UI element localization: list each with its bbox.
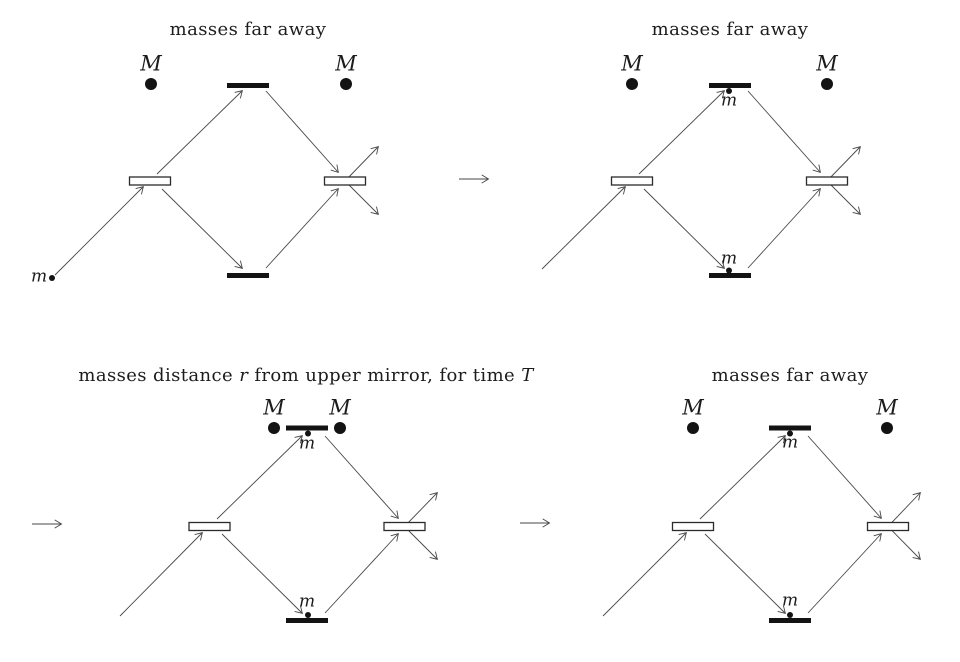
mass-dot-left [145, 78, 157, 90]
mass-dot-right [340, 78, 352, 90]
particle-dot-lower [305, 612, 311, 618]
left-beam-splitter [128, 176, 172, 186]
panel4-title: masses far away [711, 365, 869, 386]
upper-mirror [227, 83, 269, 88]
upper-mirror [286, 425, 328, 431]
mass-dot-left [626, 78, 638, 90]
right-beam-splitter [383, 521, 426, 532]
panel4-mass-right-label: M [876, 395, 898, 420]
left-beam-splitter [610, 176, 654, 186]
left-beam-splitter [188, 521, 231, 532]
beam-lower-mirror-to-right-bs [747, 187, 821, 269]
panel4-lower-particle-label: m [781, 590, 799, 611]
mass-dot-right [821, 78, 833, 90]
output-beam-up [887, 492, 921, 527]
panel-3-interferometer [119, 422, 438, 623]
input-beam [54, 186, 144, 276]
output-beam-down [344, 180, 379, 215]
particle-dot-upper [787, 430, 793, 437]
particle-dot-lower [726, 267, 732, 274]
particle-dot-lower [787, 612, 793, 618]
input-beam [119, 532, 203, 617]
panel3-upper-particle-label: m [298, 433, 316, 454]
beam-upper-mirror-to-right-bs [265, 90, 339, 174]
panel3-title: masses distance r from upper mirror, for… [78, 367, 533, 385]
particle-dot-input [49, 275, 55, 281]
mass-dot-left [687, 422, 699, 434]
panel3-title-text-2: from upper mirror, for time [248, 365, 522, 386]
mass-dot-left [268, 422, 280, 434]
panel4-upper-particle-label: m [781, 432, 799, 453]
beam-left-bs-to-lower-mirror [643, 188, 725, 269]
panel-4-interferometer [602, 422, 921, 623]
right-beam-splitter [323, 176, 367, 186]
beam-left-bs-to-upper-mirror [638, 90, 725, 175]
panel3-mass-right-label: M [329, 395, 351, 420]
input-beam [602, 532, 687, 617]
panel2-title: masses far away [651, 19, 809, 40]
mass-dot-right [881, 422, 893, 434]
right-beam-splitter [866, 521, 910, 532]
panel2-mass-left-label: M [621, 51, 643, 76]
beam-left-bs-to-lower-mirror [221, 533, 303, 614]
output-beam-up [404, 492, 438, 527]
panel1-particle-label: m [30, 266, 48, 287]
beam-left-bs-to-lower-mirror [704, 533, 786, 614]
panel1-mass-left-label: M [140, 51, 162, 76]
panel3-title-var-t: T [521, 365, 534, 386]
panel4-mass-left-label: M [682, 395, 704, 420]
upper-mirror [709, 83, 751, 88]
output-beam-down [826, 180, 861, 215]
beam-left-bs-to-upper-mirror [156, 90, 243, 175]
particle-dot-upper [305, 430, 311, 437]
beam-lower-mirror-to-right-bs [807, 532, 882, 614]
lower-mirror [769, 618, 811, 623]
upper-mirror [769, 425, 811, 431]
beam-upper-mirror-to-right-bs [747, 90, 821, 174]
left-beam-splitter [671, 521, 715, 532]
beam-lower-mirror-to-right-bs [324, 532, 399, 614]
panel3-title-var-r: r [239, 365, 249, 386]
lower-mirror [709, 273, 751, 278]
panel-2-interferometer [541, 78, 861, 278]
panel3-mass-left-label: M [263, 395, 285, 420]
output-beam-up [826, 146, 861, 182]
panel-1-interferometer [49, 78, 379, 281]
panel1-mass-right-label: M [335, 51, 357, 76]
panel3-title-text-1: masses distance [78, 365, 240, 386]
output-beam-up [344, 146, 379, 182]
output-beam-down [887, 526, 921, 560]
beam-left-bs-to-lower-mirror [161, 188, 243, 269]
panel3-lower-particle-label: m [298, 591, 316, 612]
panel2-mass-right-label: M [816, 51, 838, 76]
panel2-lower-particle-label: m [720, 248, 738, 269]
beam-upper-mirror-to-right-bs [807, 435, 882, 520]
right-beam-splitter [805, 176, 849, 186]
beam-left-bs-to-upper-mirror [699, 435, 786, 520]
output-beam-down [404, 526, 438, 560]
lower-mirror [227, 273, 269, 278]
beam-upper-mirror-to-right-bs [324, 435, 399, 520]
input-beam [541, 186, 626, 270]
panel2-upper-particle-label: m [720, 90, 738, 111]
lower-mirror [286, 618, 328, 623]
beam-lower-mirror-to-right-bs [265, 187, 339, 269]
particle-dot-upper [726, 88, 732, 94]
panel1-title: masses far away [169, 19, 327, 40]
mass-dot-right [334, 422, 346, 434]
beam-left-bs-to-upper-mirror [216, 435, 303, 520]
